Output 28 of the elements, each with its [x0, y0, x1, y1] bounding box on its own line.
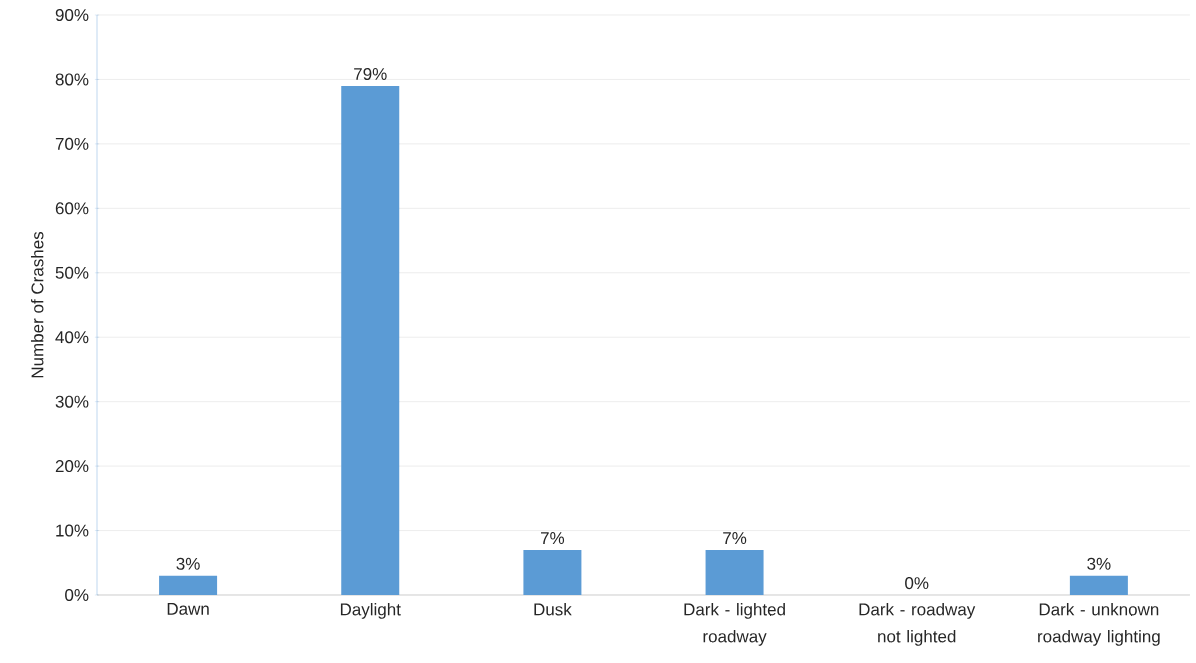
y-tick-label: 60% — [55, 202, 89, 215]
x-tick-label: Dawn — [167, 602, 209, 615]
data-label: 3% — [1087, 557, 1111, 570]
bar — [159, 575, 218, 595]
data-label: 79% — [354, 67, 387, 81]
x-tick-label: Dusk — [534, 602, 572, 616]
data-label: 0% — [905, 577, 929, 590]
data-label: 7% — [723, 532, 747, 544]
data-label: 3% — [176, 557, 200, 570]
y-tick-label: 10% — [56, 524, 89, 537]
y-tick-label: 90% — [55, 8, 89, 22]
data-label: 7% — [541, 532, 565, 544]
x-tick-label: Dark - unknown roadway lighting — [1038, 602, 1160, 646]
y-tick-label: 70% — [55, 137, 89, 150]
y-tick-label: 30% — [55, 395, 89, 408]
x-tick-label: Dark - lighted roadway — [684, 602, 785, 646]
x-tick-label: Dark - roadway not lighted — [859, 602, 976, 646]
x-tick-label: Daylight — [340, 602, 401, 619]
bar — [341, 85, 400, 595]
y-axis-title: Number of Crashes — [30, 231, 44, 378]
y-tick-label: 80% — [55, 73, 89, 86]
y-tick-label: 20% — [55, 460, 89, 473]
y-tick-label: 50% — [55, 266, 89, 279]
y-tick-label: 0% — [65, 588, 89, 602]
bar — [523, 549, 582, 595]
bar — [705, 549, 764, 595]
y-tick-label: 40% — [55, 331, 89, 344]
bar — [1069, 575, 1128, 595]
